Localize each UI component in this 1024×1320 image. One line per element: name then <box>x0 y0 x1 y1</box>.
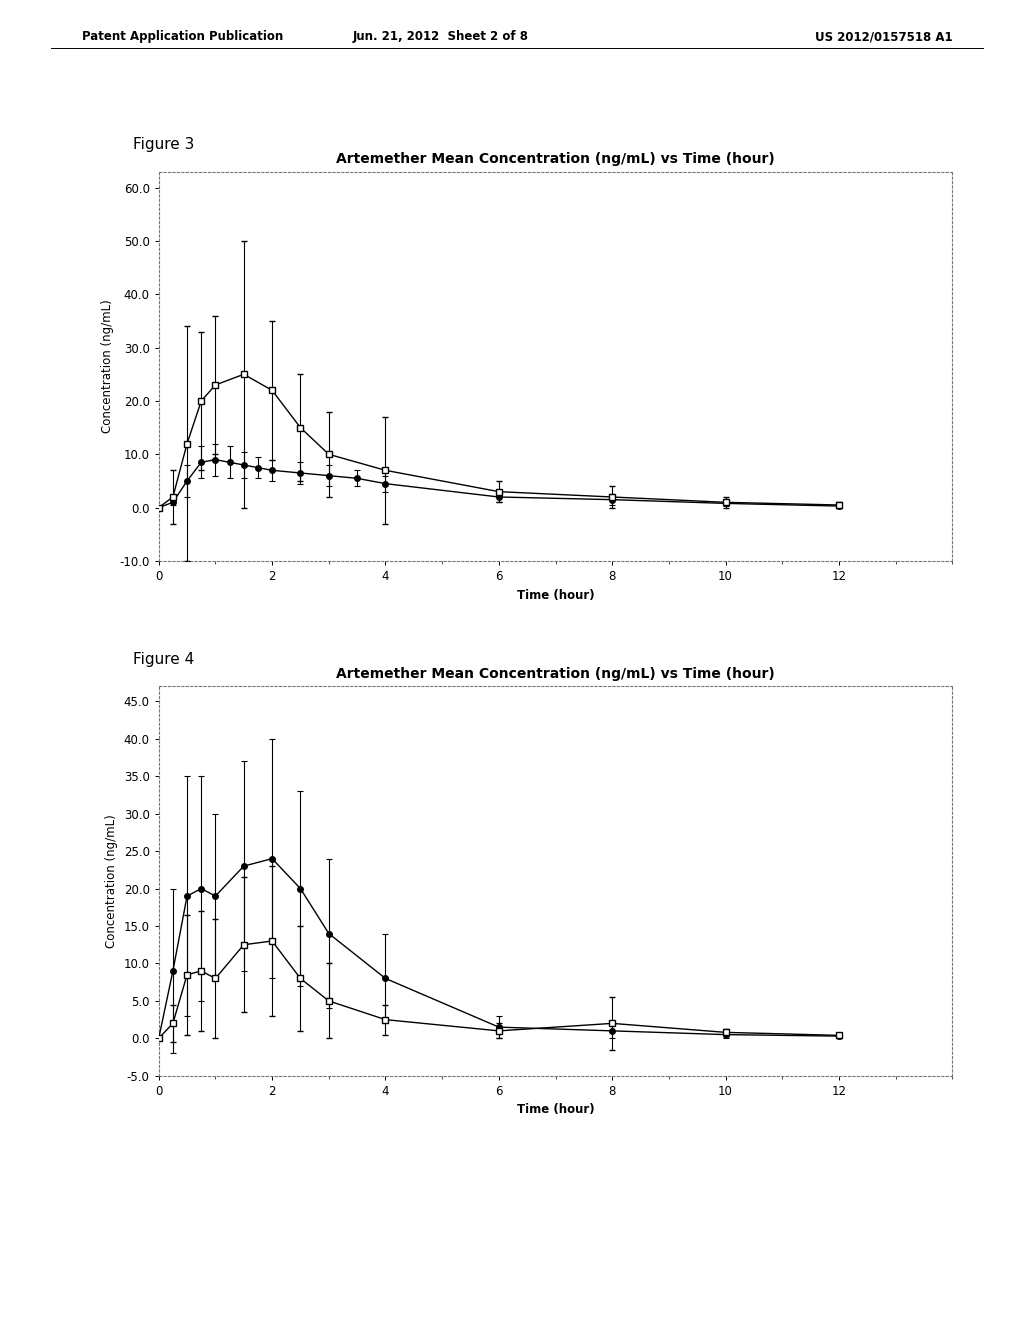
Title: Artemether Mean Concentration (ng/mL) vs Time (hour): Artemether Mean Concentration (ng/mL) vs… <box>336 667 775 681</box>
Text: US 2012/0157518 A1: US 2012/0157518 A1 <box>815 30 952 44</box>
Text: Figure 4: Figure 4 <box>133 652 195 667</box>
X-axis label: Time (hour): Time (hour) <box>517 1104 594 1117</box>
Text: Jun. 21, 2012  Sheet 2 of 8: Jun. 21, 2012 Sheet 2 of 8 <box>352 30 528 44</box>
Text: Patent Application Publication: Patent Application Publication <box>82 30 284 44</box>
Y-axis label: Concentration (ng/mL): Concentration (ng/mL) <box>105 814 118 948</box>
Y-axis label: Concentration (ng/mL): Concentration (ng/mL) <box>100 300 114 433</box>
Title: Artemether Mean Concentration (ng/mL) vs Time (hour): Artemether Mean Concentration (ng/mL) vs… <box>336 152 775 166</box>
Text: Figure 3: Figure 3 <box>133 137 195 152</box>
X-axis label: Time (hour): Time (hour) <box>517 589 594 602</box>
